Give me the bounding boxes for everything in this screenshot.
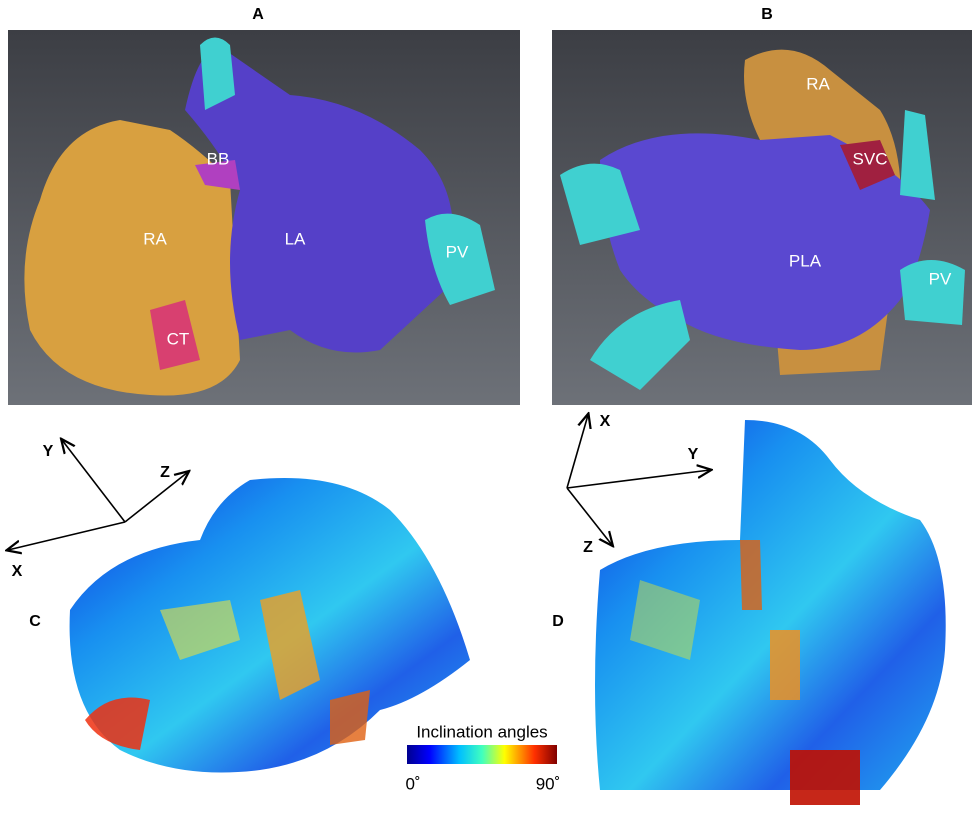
fiber-patch (740, 540, 762, 610)
axis-arrow (567, 488, 612, 545)
colorbar (407, 745, 557, 764)
axis-label: X (12, 563, 23, 580)
axis-arrow (8, 522, 125, 550)
panel-label: B (761, 6, 773, 23)
axis-arrow (125, 472, 188, 522)
axis-label: Y (43, 443, 54, 460)
axis-label: Z (160, 464, 170, 481)
panel-label: D (552, 613, 564, 630)
axis-label: Y (688, 446, 699, 463)
annotation: CT (167, 329, 190, 348)
axis-arrow (567, 470, 710, 488)
panel-label: C (29, 613, 41, 630)
colorbar-tick-label: 90˚ (536, 774, 561, 793)
axis-arrow (62, 440, 125, 522)
panel-label: A (252, 6, 264, 23)
annotation: SVC (853, 149, 888, 168)
axis-label: X (600, 413, 611, 430)
fiber-patch (790, 750, 860, 805)
fiber-patch (770, 630, 800, 700)
colorbar-tick-label: 0˚ (405, 774, 420, 793)
annotation: PV (446, 242, 469, 261)
annotation: PLA (789, 251, 822, 270)
annotation: RA (806, 74, 830, 93)
annotation: RA (143, 229, 167, 248)
axis-label: Z (583, 539, 593, 556)
colorbar-title: Inclination angles (416, 722, 547, 741)
axis-arrow (567, 415, 588, 488)
figure: A RA BB LA PV CT B RA SVC PLA PV Y Z X C… (0, 0, 979, 815)
annotation: LA (285, 229, 306, 248)
annotation: BB (207, 149, 230, 168)
annotation: PV (929, 269, 952, 288)
